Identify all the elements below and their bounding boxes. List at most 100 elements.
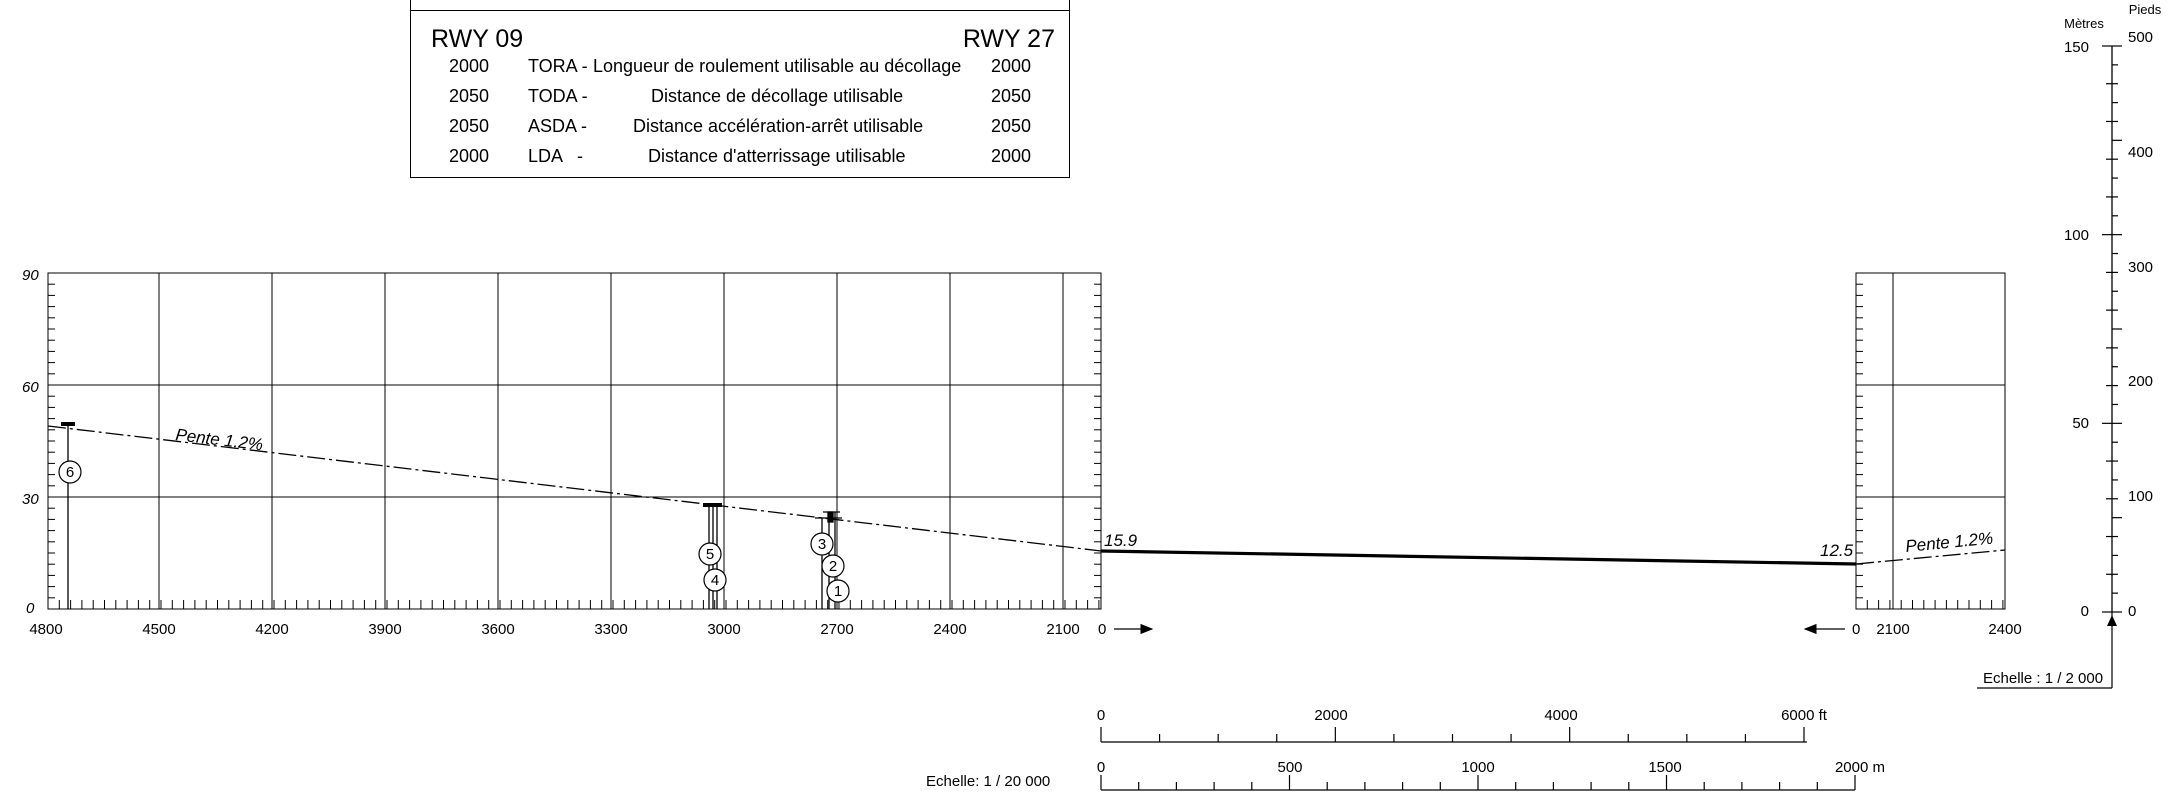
tora-description: Longueur de roulement utilisable au déco… [593, 56, 962, 76]
left-x-minor-ticks [47, 600, 1100, 609]
x-tick-2100: 2100 [1046, 621, 1079, 638]
rwy-27-header: RWY 27 [962, 25, 1055, 53]
left-slope-line [47, 425, 1102, 552]
metre-scale-2000: 2000 m [1835, 759, 1885, 776]
x-tick-2400: 2400 [933, 621, 966, 638]
y-tick-60: 60 [22, 379, 39, 396]
left-y-axis-labels: 90 60 30 0 [22, 267, 39, 617]
metres-tick-labels: 150 100 50 0 [2064, 39, 2089, 620]
toda-description: Distance de décollage utilisable [651, 86, 904, 106]
runway-start-zero: 0 [1098, 621, 1106, 638]
rwy27-asda-value: 2050 [991, 116, 1032, 136]
right-x-tick-2100: 2100 [1876, 621, 1909, 638]
y-tick-30: 30 [22, 491, 39, 508]
runway-profile-line [1100, 549, 1857, 566]
obstacle-3-marker [810, 532, 834, 556]
feet-tick-300: 300 [2128, 259, 2153, 276]
obstacle-5-marker [698, 542, 722, 566]
feet-scale-2000: 2000 [1314, 707, 1347, 724]
obstacle-1-number: 1 [834, 583, 842, 600]
left-y-minor-ticks [48, 272, 55, 599]
rwy-09-header: RWY 09 [431, 25, 524, 53]
metres-tick-50: 50 [2072, 415, 2089, 432]
feet-label: Pieds [2129, 2, 2162, 17]
rwy09-tora-value: 2000 [449, 56, 490, 76]
right-x-minor-ticks [1855, 600, 2004, 609]
rwy09-asda-value: 2050 [449, 116, 490, 136]
right-panel-grid [1855, 272, 2006, 610]
x-tick-4200: 4200 [255, 621, 288, 638]
tora-code: TORA - [528, 56, 588, 76]
rwy27-lda-value: 2000 [991, 146, 1032, 166]
obstacle-6-number: 6 [66, 464, 74, 481]
metre-scale-1500: 1500 [1648, 759, 1681, 776]
feet-scale-6000: 6000 ft [1781, 707, 1828, 724]
x-tick-4500: 4500 [142, 621, 175, 638]
table-top-rule [411, 10, 1069, 11]
obstacle-4-number: 4 [711, 572, 719, 589]
x-tick-2700: 2700 [820, 621, 853, 638]
metres-tick-150: 150 [2064, 39, 2089, 56]
toda-code: TODA - [528, 86, 588, 106]
vertical-scale-bar: Mètres Pieds 150 100 50 0 500 400 300 20… [1977, 2, 2162, 689]
lda-description: Distance d'atterrissage utilisable [648, 146, 906, 166]
rwy27-toda-value: 2050 [991, 86, 1032, 106]
feet-scale-ticks [1100, 727, 1805, 742]
x-tick-3900: 3900 [368, 621, 401, 638]
y-tick-0: 0 [26, 600, 35, 617]
right-slope-line [1855, 549, 2006, 565]
lda-code: LDA - [528, 146, 584, 166]
feet-tick-200: 200 [2128, 373, 2153, 390]
obstacle-numbers: 6 5 4 3 2 1 [66, 464, 842, 600]
horizontal-scale-label: Echelle: 1 / 20 000 [926, 773, 1050, 790]
vertical-scale-label: Echelle : 1 / 2 000 [1983, 670, 2103, 687]
vertical-scale-arrow [2107, 615, 2117, 626]
metre-scale-ticks [1100, 775, 1856, 790]
feet-scale-0: 0 [1097, 707, 1105, 724]
rwy09-lda-value: 2000 [449, 146, 490, 166]
obstacle-markers [58, 460, 850, 603]
horizontal-scale-bars: 0 2000 4000 6000 ft 0 500 1000 1500 2000… [926, 707, 1885, 791]
feet-tick-400: 400 [2128, 144, 2153, 161]
vertical-scale-ticks [2102, 45, 2122, 613]
metres-tick-0: 0 [2081, 603, 2089, 620]
obstacle-2-marker-circle [821, 554, 845, 578]
x-tick-4800: 4800 [29, 621, 62, 638]
feet-tick-100: 100 [2128, 488, 2153, 505]
x-tick-3300: 3300 [594, 621, 627, 638]
metres-tick-100: 100 [2064, 227, 2089, 244]
right-x-tick-2400: 2400 [1988, 621, 2021, 638]
left-right-edge-ticks [1094, 272, 1101, 599]
obstacle-2-marker [827, 511, 834, 523]
obstacle-5-number: 5 [706, 546, 714, 563]
runway-elevation-27: 12.5 [1820, 541, 1854, 560]
right-left-edge-ticks [1856, 272, 1863, 599]
y-tick-90: 90 [22, 267, 39, 284]
metres-label: Mètres [2064, 16, 2104, 31]
obstacle-6-marker [58, 460, 82, 484]
obstacle-3-number: 3 [818, 536, 826, 553]
asda-code: ASDA - [528, 116, 588, 136]
obstacle-2-number: 2 [829, 558, 837, 575]
right-x-tick-0: 0 [1852, 621, 1860, 638]
right-panel-frame [1855, 272, 2006, 610]
metre-scale-500: 500 [1277, 759, 1302, 776]
rwy27-tora-value: 2000 [991, 56, 1032, 76]
declared-distances-table: RWY 09 RWY 27 2000 TORA - Longueur de ro… [410, 0, 1070, 178]
obstacle-1-marker [826, 579, 850, 603]
feet-scale-4000: 4000 [1544, 707, 1577, 724]
left-slope-label: Pente 1.2% [175, 425, 265, 454]
feet-scale-labels: 0 2000 4000 6000 ft [1097, 707, 1828, 724]
obstacle-4-marker [703, 568, 727, 592]
x-tick-3600: 3600 [481, 621, 514, 638]
asda-description: Distance accélération-arrêt utilisable [633, 116, 924, 136]
runway-elevation-09: 15.9 [1104, 531, 1138, 550]
rwy09-toda-value: 2050 [449, 86, 490, 106]
feet-tick-0: 0 [2128, 603, 2136, 620]
left-x-axis-labels: 4800 4500 4200 3900 3600 3300 3000 2700 … [29, 621, 1079, 638]
metre-scale-labels: 0 500 1000 1500 2000 m [1097, 759, 1885, 776]
feet-tick-500: 500 [2128, 29, 2153, 46]
x-tick-3000: 3000 [707, 621, 740, 638]
feet-tick-labels: 500 400 300 200 100 0 [2128, 29, 2153, 620]
